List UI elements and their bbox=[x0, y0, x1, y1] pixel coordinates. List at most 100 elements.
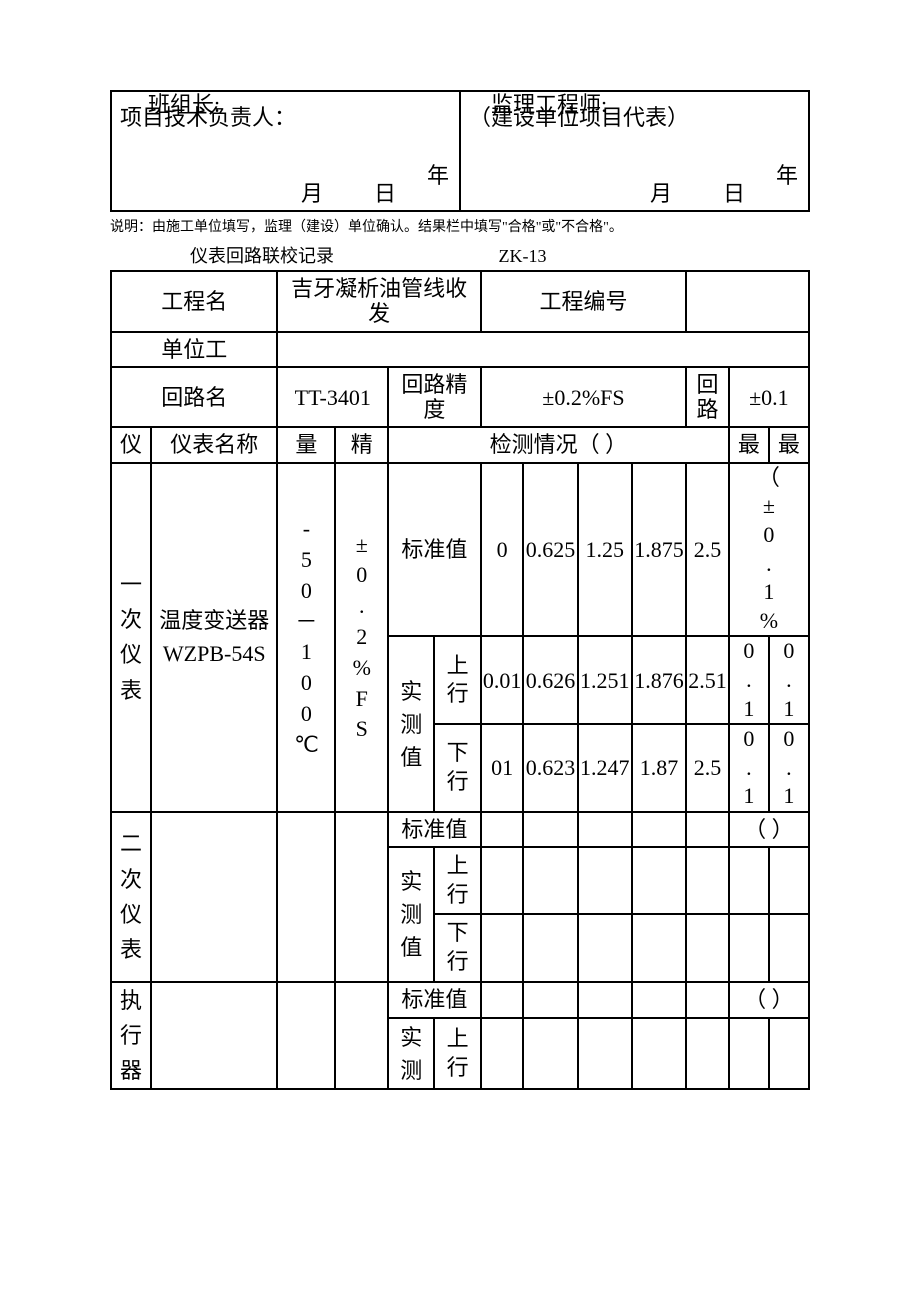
primary-down-err1: 0.1 bbox=[769, 724, 809, 812]
primary-std-1: 0.625 bbox=[523, 463, 577, 637]
primary-down-4: 2.5 bbox=[686, 724, 729, 812]
col-max1: 最 bbox=[729, 427, 769, 462]
primary-standard-label: 标准值 bbox=[388, 463, 481, 637]
label-project-no: 工程编号 bbox=[481, 271, 686, 332]
secondary-up-2 bbox=[578, 847, 632, 914]
actuator-standard-label: 标准值 bbox=[388, 982, 481, 1019]
col-detection: 检测情况（ ） bbox=[388, 427, 729, 462]
secondary-down-1 bbox=[523, 914, 577, 981]
secondary-std-0 bbox=[481, 812, 524, 847]
primary-up-err1: 0.1 bbox=[769, 636, 809, 724]
primary-down-0: 01 bbox=[481, 724, 524, 812]
actuator-up-2 bbox=[578, 1018, 632, 1089]
secondary-up-err1 bbox=[769, 847, 809, 914]
secondary-std-2 bbox=[578, 812, 632, 847]
primary-down-2: 1.247 bbox=[578, 724, 632, 812]
secondary-standard-label: 标准值 bbox=[388, 812, 481, 847]
actuator-err-header: （ ） bbox=[729, 982, 809, 1019]
actuator-up-label: 上行 bbox=[434, 1018, 480, 1089]
secondary-up-0 bbox=[481, 847, 524, 914]
actuator-precision bbox=[335, 982, 388, 1090]
primary-std-4: 2.5 bbox=[686, 463, 729, 637]
primary-down-label: 下行 bbox=[434, 724, 480, 812]
actuator-std-2 bbox=[578, 982, 632, 1019]
secondary-name bbox=[151, 812, 277, 982]
value-loop2: ±0.1 bbox=[729, 367, 809, 428]
sig-right-line2: （建设单位项目代表） bbox=[469, 106, 689, 130]
value-loop-name: TT-3401 bbox=[277, 367, 388, 428]
record-table: 工程名 吉牙凝析油管线收发 工程编号 单位工 回路名 TT-3401 回路精度 … bbox=[110, 270, 810, 1090]
primary-down-1: 0.623 bbox=[523, 724, 577, 812]
actuator-up-4 bbox=[686, 1018, 729, 1089]
secondary-up-label: 上行 bbox=[434, 847, 480, 914]
secondary-precision bbox=[335, 812, 388, 982]
col-instrument-name: 仪表名称 bbox=[151, 427, 277, 462]
primary-down-err0: 0.1 bbox=[729, 724, 769, 812]
primary-std-3: 1.875 bbox=[632, 463, 686, 637]
label-project-name: 工程名 bbox=[111, 271, 277, 332]
actuator-measured-label: 实测 bbox=[388, 1018, 434, 1089]
secondary-std-1 bbox=[523, 812, 577, 847]
actuator-std-3 bbox=[632, 982, 686, 1019]
secondary-measured-label: 实测值 bbox=[388, 847, 434, 981]
actuator-range bbox=[277, 982, 335, 1090]
actuator-std-4 bbox=[686, 982, 729, 1019]
primary-up-2: 1.251 bbox=[578, 636, 632, 724]
actuator-up-1 bbox=[523, 1018, 577, 1089]
sig-right-cell: 监理工程师: （建设单位项目代表） 月 日 年 bbox=[460, 91, 809, 211]
sig-right-date: 月 日 年 bbox=[650, 176, 798, 208]
value-project-no bbox=[686, 271, 809, 332]
secondary-up-err0 bbox=[729, 847, 769, 914]
secondary-up-3 bbox=[632, 847, 686, 914]
col-max2: 最 bbox=[769, 427, 809, 462]
record-title-row: 仪表回路联校记录 ZK-13 bbox=[110, 242, 810, 268]
actuator-up-3 bbox=[632, 1018, 686, 1089]
signature-table: 班组长: 项目技术负责人： 月 日 年 监理工程师: （建设单位项目代表） 月 bbox=[110, 90, 810, 212]
col-precision: 精 bbox=[335, 427, 388, 462]
primary-up-3: 1.876 bbox=[632, 636, 686, 724]
primary-up-0: 0.01 bbox=[481, 636, 524, 724]
primary-up-1: 0.626 bbox=[523, 636, 577, 724]
col-instrument: 仪 bbox=[111, 427, 151, 462]
secondary-category: 二次仪表 bbox=[111, 812, 151, 982]
secondary-up-4 bbox=[686, 847, 729, 914]
secondary-down-err1 bbox=[769, 914, 809, 981]
secondary-down-4 bbox=[686, 914, 729, 981]
secondary-up-1 bbox=[523, 847, 577, 914]
sig-left-cell: 班组长: 项目技术负责人： 月 日 年 bbox=[111, 91, 460, 211]
secondary-range bbox=[277, 812, 335, 982]
secondary-down-label: 下行 bbox=[434, 914, 480, 981]
secondary-down-3 bbox=[632, 914, 686, 981]
actuator-std-0 bbox=[481, 982, 524, 1019]
note-text: 说明：由施工单位填写，监理（建设）单位确认。结果栏中填写"合格"或"不合格"。 bbox=[110, 216, 810, 236]
label-loop2: 回路 bbox=[686, 367, 729, 428]
secondary-down-0 bbox=[481, 914, 524, 981]
primary-up-4: 2.51 bbox=[686, 636, 729, 724]
value-unit bbox=[277, 332, 809, 367]
primary-measured-label: 实测值 bbox=[388, 636, 434, 812]
secondary-err-header: （ ） bbox=[729, 812, 809, 847]
primary-std-2: 1.25 bbox=[578, 463, 632, 637]
col-range: 量 bbox=[277, 427, 335, 462]
primary-name: 温度变送器WZPB-54S bbox=[151, 463, 277, 812]
primary-precision: ±0.2%FS bbox=[335, 463, 388, 812]
actuator-category: 执行器 bbox=[111, 982, 151, 1090]
actuator-up-err1 bbox=[769, 1018, 809, 1089]
record-code: ZK-13 bbox=[499, 246, 547, 267]
primary-up-label: 上行 bbox=[434, 636, 480, 724]
actuator-up-0 bbox=[481, 1018, 524, 1089]
label-unit: 单位工 bbox=[111, 332, 277, 367]
secondary-down-2 bbox=[578, 914, 632, 981]
primary-category: 一次仪表 bbox=[111, 463, 151, 812]
actuator-up-err0 bbox=[729, 1018, 769, 1089]
label-loop-name: 回路名 bbox=[111, 367, 277, 428]
value-project-name: 吉牙凝析油管线收发 bbox=[277, 271, 480, 332]
record-title: 仪表回路联校记录 bbox=[190, 242, 334, 268]
sig-left-date: 月 日 年 bbox=[301, 176, 449, 208]
actuator-std-1 bbox=[523, 982, 577, 1019]
actuator-name bbox=[151, 982, 277, 1090]
primary-down-3: 1.87 bbox=[632, 724, 686, 812]
value-loop-precision: ±0.2%FS bbox=[481, 367, 686, 428]
primary-range: -50－100℃ bbox=[277, 463, 335, 812]
secondary-down-err0 bbox=[729, 914, 769, 981]
